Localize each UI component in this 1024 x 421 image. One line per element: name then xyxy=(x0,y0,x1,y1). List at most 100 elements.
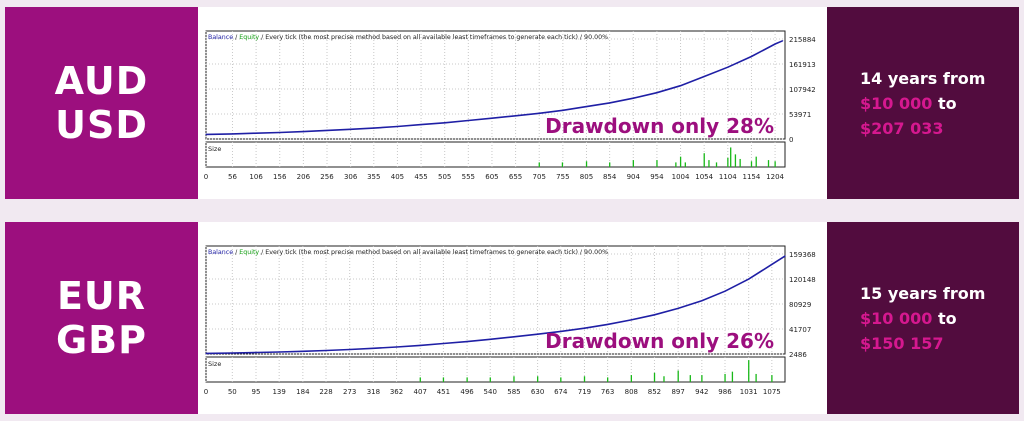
balance-point xyxy=(607,323,609,325)
drawdown-annotation: Drawdown only 26% xyxy=(545,329,774,353)
x-tick-label: 318 xyxy=(367,388,380,396)
backtest-chart-svg: 0 56 106 156 206 256 306 355 405 455 505 555 605 655 7… xyxy=(204,30,816,181)
size-bar xyxy=(727,157,729,167)
x-tick-label: 1075 xyxy=(763,388,781,396)
size-bar xyxy=(442,377,445,382)
balance-point xyxy=(231,352,233,354)
balance-point xyxy=(420,124,422,126)
size-bar xyxy=(731,371,734,382)
y-tick-label: 120148 xyxy=(789,276,816,284)
results-box: 15 years from $10 000 to $150 157 xyxy=(827,222,1019,414)
size-bar xyxy=(466,377,468,382)
balance-point xyxy=(442,342,444,345)
x-tick-label: 362 xyxy=(390,388,403,396)
balance-point xyxy=(609,102,611,104)
x-tick-label: 139 xyxy=(272,388,285,396)
legend-balance: Balance xyxy=(208,34,233,41)
balance-point xyxy=(724,290,726,292)
x-tick-label: 451 xyxy=(437,388,450,396)
balance-point xyxy=(774,43,776,45)
balance-point xyxy=(771,263,773,266)
balance-point xyxy=(653,314,656,316)
balance-point xyxy=(583,327,586,329)
balance-point xyxy=(750,55,753,58)
from-line: $10 000 to xyxy=(860,91,1019,116)
legend-equity: Equity xyxy=(239,249,259,256)
balance-point xyxy=(279,131,281,134)
balance-point xyxy=(278,351,280,353)
years-text: 14 years from xyxy=(860,68,986,88)
eur-gbp-panel: EUR GBP 0 50 95 139 184 228 273 318 362 407 451 496… xyxy=(0,222,1024,414)
x-tick-label: 106 xyxy=(249,173,263,181)
x-tick-label: 0 xyxy=(204,173,208,181)
balance-point xyxy=(630,319,632,321)
x-tick-label: 206 xyxy=(297,173,311,181)
end-amount: $150 157 xyxy=(860,333,944,353)
size-bar xyxy=(730,147,732,167)
x-tick-label: 630 xyxy=(531,388,544,396)
to-word: to xyxy=(937,308,957,328)
x-tick-label: 897 xyxy=(671,388,684,396)
balance-point xyxy=(302,130,304,133)
x-tick-label: 852 xyxy=(648,388,661,396)
backtest-chart: 0 56 106 156 206 256 306 355 405 455 505 555 605 655 7… xyxy=(198,7,827,199)
balance-point xyxy=(585,105,588,108)
balance-point xyxy=(467,119,469,122)
y-tick-label: 41707 xyxy=(789,326,811,334)
balance-point xyxy=(632,97,634,99)
balance-point xyxy=(373,127,375,129)
balance-point xyxy=(748,278,750,280)
balance-point xyxy=(396,125,399,128)
balance-point xyxy=(784,255,786,257)
balance-point xyxy=(538,112,540,114)
size-bar xyxy=(739,158,741,167)
results-box: 14 years from $10 000 to $207 033 xyxy=(827,7,1019,199)
size-bar xyxy=(715,162,718,167)
size-plot-frame xyxy=(205,141,786,168)
balance-point xyxy=(656,92,658,94)
x-tick-label: 805 xyxy=(580,173,593,181)
size-bar xyxy=(560,377,562,382)
size-plot-frame xyxy=(205,356,786,383)
size-bar xyxy=(675,162,677,167)
x-tick-label: 1104 xyxy=(719,173,737,181)
x-tick-label: 904 xyxy=(627,173,641,181)
pair-line-2: USD xyxy=(55,103,148,147)
x-tick-label: 954 xyxy=(650,173,664,181)
balance-series-line xyxy=(205,40,783,136)
size-bar xyxy=(703,153,705,167)
start-amount: $10 000 xyxy=(860,93,933,113)
x-tick-label: 585 xyxy=(507,388,520,396)
from-line: $10 000 to xyxy=(860,306,1019,331)
legend-description: / Every tick (the most precise method ba… xyxy=(259,34,608,41)
y-tick-label: 161913 xyxy=(789,61,816,69)
end-amount: $207 033 xyxy=(860,118,944,138)
balance-point xyxy=(514,115,517,117)
size-bar xyxy=(748,360,750,382)
backtest-chart-svg: 0 50 95 139 184 228 273 318 362 407 451 496 540 585 63… xyxy=(204,245,816,396)
size-bar xyxy=(684,162,686,167)
size-bar xyxy=(607,377,609,382)
size-bar xyxy=(537,376,539,382)
x-tick-label: 1031 xyxy=(740,388,758,396)
balance-point xyxy=(489,338,491,340)
legend-description: / Every tick (the most precise method ba… xyxy=(259,249,608,256)
balance-point xyxy=(782,40,784,42)
x-tick-label: 986 xyxy=(718,388,732,396)
x-tick-label: 228 xyxy=(319,388,332,396)
balance-point xyxy=(466,340,468,343)
x-tick-label: 854 xyxy=(603,173,617,181)
x-tick-label: 50 xyxy=(228,388,237,396)
legend-equity: Equity xyxy=(239,34,259,41)
balance-point xyxy=(491,117,493,119)
x-tick-label: 1054 xyxy=(695,173,713,181)
balance-point xyxy=(513,336,515,338)
size-bar xyxy=(632,160,634,167)
drawdown-annotation: Drawdown only 28% xyxy=(545,114,774,138)
legend-separator: / xyxy=(233,34,239,41)
size-bar xyxy=(585,161,588,167)
size-bar xyxy=(767,160,770,167)
size-bar xyxy=(774,161,776,167)
x-tick-label: 1004 xyxy=(672,173,690,181)
currency-pair-box: AUD USD xyxy=(5,7,198,199)
